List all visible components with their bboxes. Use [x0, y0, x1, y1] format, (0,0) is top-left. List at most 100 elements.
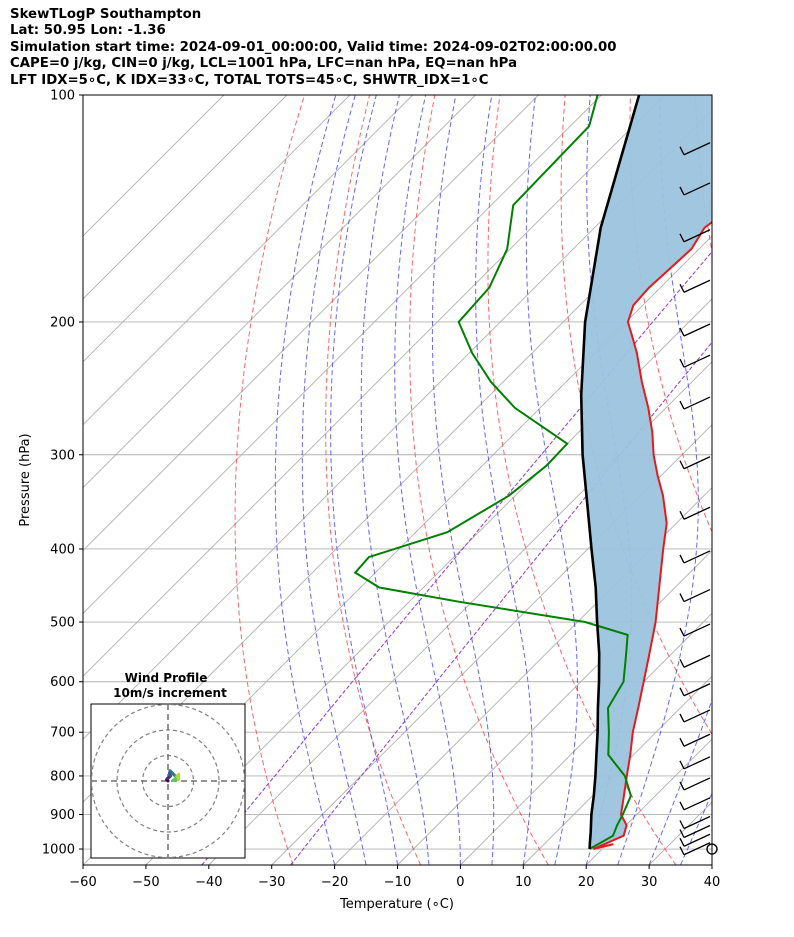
x-tick-label: 40 [704, 875, 721, 890]
wind-barb [679, 229, 711, 243]
wind-barb-staff [683, 824, 711, 839]
moist-adiabat [431, 95, 495, 865]
isotherm-gridline [397, 549, 712, 865]
wind-barb [679, 456, 711, 470]
x-tick-label: −20 [321, 875, 348, 890]
wind-barb-flag [679, 760, 685, 770]
wind-barb-flag [679, 554, 685, 564]
dewpoint-line [353, 95, 632, 850]
temperature-line [592, 220, 712, 850]
wind-barb-staff [683, 623, 711, 637]
dry-adiabat [409, 95, 549, 865]
wind-barb-flag [679, 820, 685, 829]
x-tick-label: −60 [69, 875, 96, 890]
moist-adiabat [394, 95, 461, 865]
wind-barb-flag [679, 400, 685, 410]
wind-barb-flag [679, 510, 685, 520]
dry-adiabat [487, 95, 677, 865]
isotherm-gridline [522, 675, 712, 865]
isotherm-gridline [83, 95, 288, 300]
x-tick-label: 0 [456, 875, 464, 890]
wind-barb-staff [683, 815, 711, 830]
wind-barb-flag [679, 829, 685, 838]
wind-barb [679, 756, 711, 770]
isotherm-gridline [83, 95, 602, 615]
y-tick-label: 800 [50, 769, 75, 784]
wind-barb-flag [679, 687, 685, 697]
wind-barb [679, 824, 711, 839]
hodograph-title: Wind Profile [125, 671, 208, 685]
wind-barb-flag [679, 846, 685, 856]
moist-adiabat [301, 95, 367, 865]
wind-barb-staff [683, 842, 711, 856]
wind-barb-flag [679, 593, 685, 602]
isotherm-gridline [83, 109, 712, 740]
wind-barb-staff [683, 279, 711, 293]
wind-barb-staff [683, 396, 711, 410]
y-axis-label: Pressure (hPa) [18, 433, 33, 526]
dry-adiabat [234, 95, 305, 865]
y-tick-label: 600 [50, 675, 75, 690]
wind-barb-staff [683, 756, 711, 770]
wind-barb [679, 142, 711, 156]
wind-barb-flag [679, 233, 685, 243]
moist-adiabat [330, 95, 398, 865]
wind-barb [679, 396, 711, 410]
wind-barb [679, 833, 711, 847]
hodograph-subtitle: 10m/s increment [113, 686, 227, 700]
cape-line: CAPE=0 j/kg, CIN=0 j/kg, LCL=1001 hPa, L… [10, 56, 518, 72]
wind-barb-staff [683, 683, 711, 697]
isotherm-gridline [711, 864, 712, 865]
wind-barb [679, 654, 711, 668]
wind-barb [679, 842, 711, 856]
moist-adiabat [680, 791, 712, 865]
wind-barb-flag [679, 737, 685, 747]
wind-barb [679, 588, 711, 603]
parcel-profile-line [579, 95, 641, 850]
wind-barb-staff [683, 354, 711, 368]
wind-barb-staff [683, 142, 711, 156]
moist-adiabat [744, 95, 794, 865]
wind-barb-staff [683, 588, 711, 603]
hodograph-segment [176, 773, 181, 782]
wind-barb-flag [679, 327, 685, 337]
moist-adiabat [648, 698, 712, 865]
wind-barb [679, 709, 711, 723]
dry-adiabat [761, 95, 794, 865]
wind-barb-staff [683, 229, 711, 243]
isotherm-gridline [83, 95, 539, 552]
moist-adiabat [274, 95, 337, 865]
x-tick-label: −40 [195, 875, 222, 890]
wind-barb-flag [679, 627, 685, 637]
wind-barb-flag [679, 283, 685, 293]
wind-barb [679, 506, 711, 520]
moist-adiabat [360, 95, 430, 865]
wind-barb [679, 623, 711, 637]
wind-barb [679, 550, 711, 564]
wind-barb [679, 279, 711, 293]
y-tick-label: 200 [50, 315, 75, 330]
location-line: Lat: 50.95 Lon: -1.36 [10, 23, 166, 39]
wind-barb-flag [679, 146, 685, 156]
isotherm-gridline [83, 95, 476, 489]
wind-barb-staff [683, 323, 711, 337]
isotherm-gridline [83, 95, 351, 363]
wind-barb [679, 683, 711, 697]
wind-barb [679, 777, 711, 791]
y-tick-label: 900 [50, 808, 75, 823]
wind-barb-flag [679, 837, 685, 847]
wind-barb [679, 815, 711, 830]
y-tick-label: 100 [50, 89, 75, 104]
isotherm-gridline [83, 95, 225, 237]
wind-barb [679, 323, 711, 337]
x-tick-label: 20 [578, 875, 595, 890]
chart-header: SkewTLogP Southampton Lat: 50.95 Lon: -1… [10, 7, 617, 89]
wind-barb-staff [683, 797, 711, 811]
wind-barb [679, 354, 711, 368]
isotherm-gridline [271, 424, 712, 865]
time-line: Simulation start time: 2024-09-01_00:00:… [10, 39, 617, 55]
y-tick-label: 500 [50, 616, 75, 631]
wind-barb [679, 733, 711, 747]
x-tick-label: −30 [258, 875, 285, 890]
